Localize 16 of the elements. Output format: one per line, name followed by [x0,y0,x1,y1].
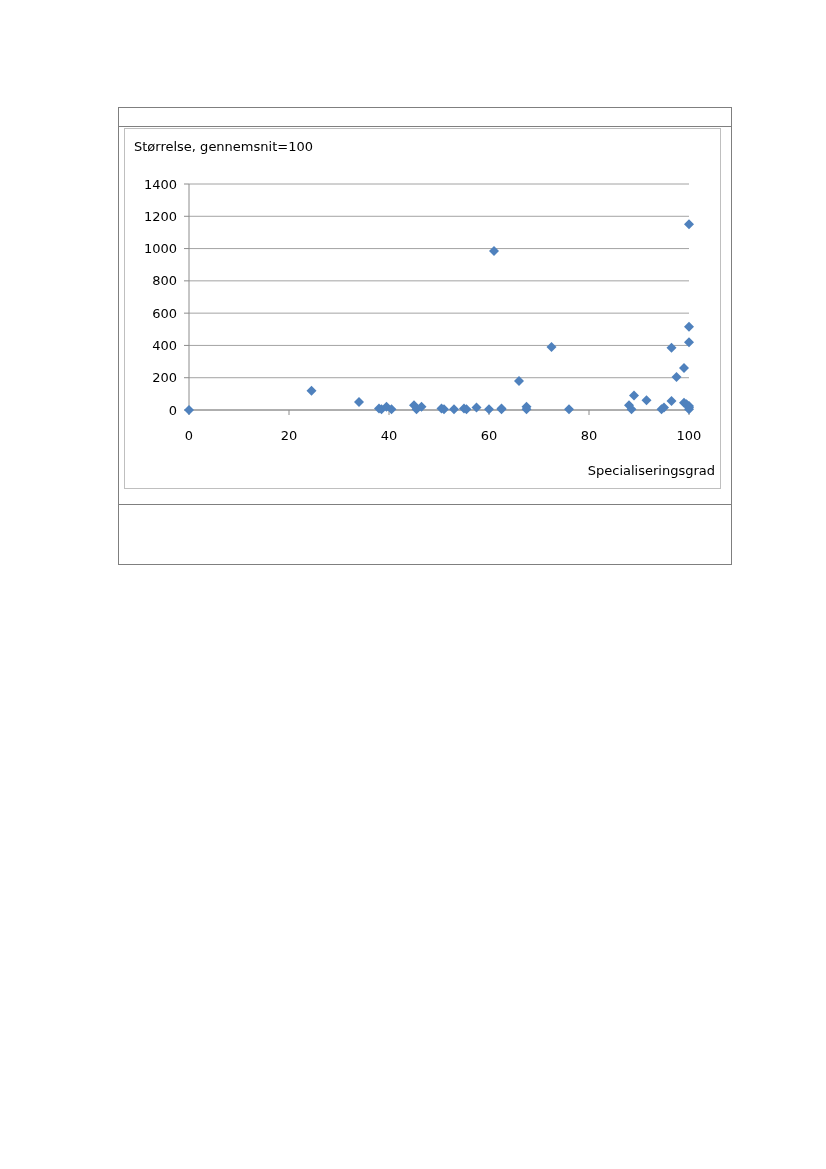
y-tick-label: 400 [152,337,177,353]
y-tick-label: 1000 [143,241,177,257]
x-tick-label: 80 [580,428,598,443]
y-tick-label: 800 [152,273,177,289]
y-axis-title: Størrelse, gennemsnit=100 [134,139,313,154]
y-tick-label: 1200 [143,208,177,224]
x-tick-label: 0 [184,428,194,443]
y-tick-label: 1400 [143,176,177,192]
y-tick-label: 200 [152,370,177,386]
x-tick-label: 60 [480,428,498,443]
x-axis-title: Specialiseringsgrad [587,463,715,478]
y-tick-label: 0 [168,402,177,418]
x-tick-label: 40 [380,428,398,443]
x-tick-label: 20 [280,428,298,443]
y-tick-label: 600 [152,305,177,321]
x-tick-label: 100 [676,428,702,443]
